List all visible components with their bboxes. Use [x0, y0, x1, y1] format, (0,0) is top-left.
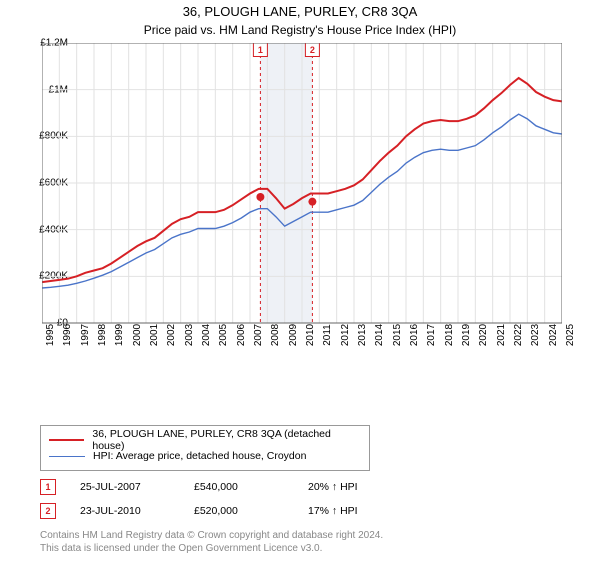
- sale-delta: 17% ↑ HPI: [308, 505, 398, 517]
- x-tick-label: 2017: [426, 324, 437, 346]
- x-tick-label: 2022: [513, 324, 524, 346]
- page-title: 36, PLOUGH LANE, PURLEY, CR8 3QA: [0, 4, 600, 19]
- x-tick-label: 2013: [357, 324, 368, 346]
- sale-date: 25-JUL-2007: [80, 481, 170, 493]
- x-tick-label: 2009: [288, 324, 299, 346]
- x-tick-label: 2016: [409, 324, 420, 346]
- x-tick-label: 1999: [114, 324, 125, 346]
- x-tick-label: 2024: [548, 324, 559, 346]
- legend: 36, PLOUGH LANE, PURLEY, CR8 3QA (detach…: [40, 425, 370, 471]
- sale-marker-id-box: 1: [40, 479, 56, 495]
- x-tick-label: 2005: [218, 324, 229, 346]
- sale-delta: 20% ↑ HPI: [308, 481, 398, 493]
- x-tick-label: 2003: [184, 324, 195, 346]
- legend-label: 36, PLOUGH LANE, PURLEY, CR8 3QA (detach…: [92, 428, 361, 452]
- x-tick-label: 2019: [461, 324, 472, 346]
- sale-marker-id-box: 2: [40, 503, 56, 519]
- x-tick-label: 2018: [444, 324, 455, 346]
- x-tick-label: 2015: [392, 324, 403, 346]
- x-tick-label: 2020: [478, 324, 489, 346]
- x-tick-label: 2007: [253, 324, 264, 346]
- footnote-line: Contains HM Land Registry data © Crown c…: [40, 529, 600, 542]
- x-tick-label: 1996: [62, 324, 73, 346]
- x-tick-label: 2023: [530, 324, 541, 346]
- footnote-line: This data is licensed under the Open Gov…: [40, 542, 600, 555]
- x-tick-label: 2008: [270, 324, 281, 346]
- legend-label: HPI: Average price, detached house, Croy…: [93, 450, 306, 462]
- svg-text:1: 1: [258, 45, 263, 55]
- x-tick-label: 2004: [201, 324, 212, 346]
- x-tick-label: 2002: [166, 324, 177, 346]
- x-tick-label: 1995: [45, 324, 56, 346]
- page-subtitle: Price paid vs. HM Land Registry's House …: [0, 23, 600, 37]
- sale-marker-row: 2 23-JUL-2010 £520,000 17% ↑ HPI: [40, 503, 600, 519]
- sale-price: £540,000: [194, 481, 284, 493]
- sale-date: 23-JUL-2010: [80, 505, 170, 517]
- legend-swatch: [49, 439, 84, 441]
- x-tick-label: 2025: [565, 324, 576, 346]
- sale-marker-row: 1 25-JUL-2007 £540,000 20% ↑ HPI: [40, 479, 600, 495]
- legend-item: 36, PLOUGH LANE, PURLEY, CR8 3QA (detach…: [49, 432, 361, 448]
- x-tick-label: 2000: [132, 324, 143, 346]
- x-tick-label: 2010: [305, 324, 316, 346]
- x-tick-label: 2021: [496, 324, 507, 346]
- x-tick-label: 2012: [340, 324, 351, 346]
- x-tick-label: 1998: [97, 324, 108, 346]
- legend-swatch: [49, 456, 85, 457]
- price-chart: £0£200K£400K£600K£800K£1M£1.2M 12 199519…: [36, 43, 596, 373]
- sale-price: £520,000: [194, 505, 284, 517]
- footnote: Contains HM Land Registry data © Crown c…: [40, 529, 600, 555]
- svg-text:2: 2: [310, 45, 315, 55]
- x-tick-label: 2006: [236, 324, 247, 346]
- x-tick-label: 1997: [80, 324, 91, 346]
- x-tick-label: 2011: [322, 324, 333, 346]
- x-tick-label: 2014: [374, 324, 385, 346]
- x-tick-label: 2001: [149, 324, 160, 346]
